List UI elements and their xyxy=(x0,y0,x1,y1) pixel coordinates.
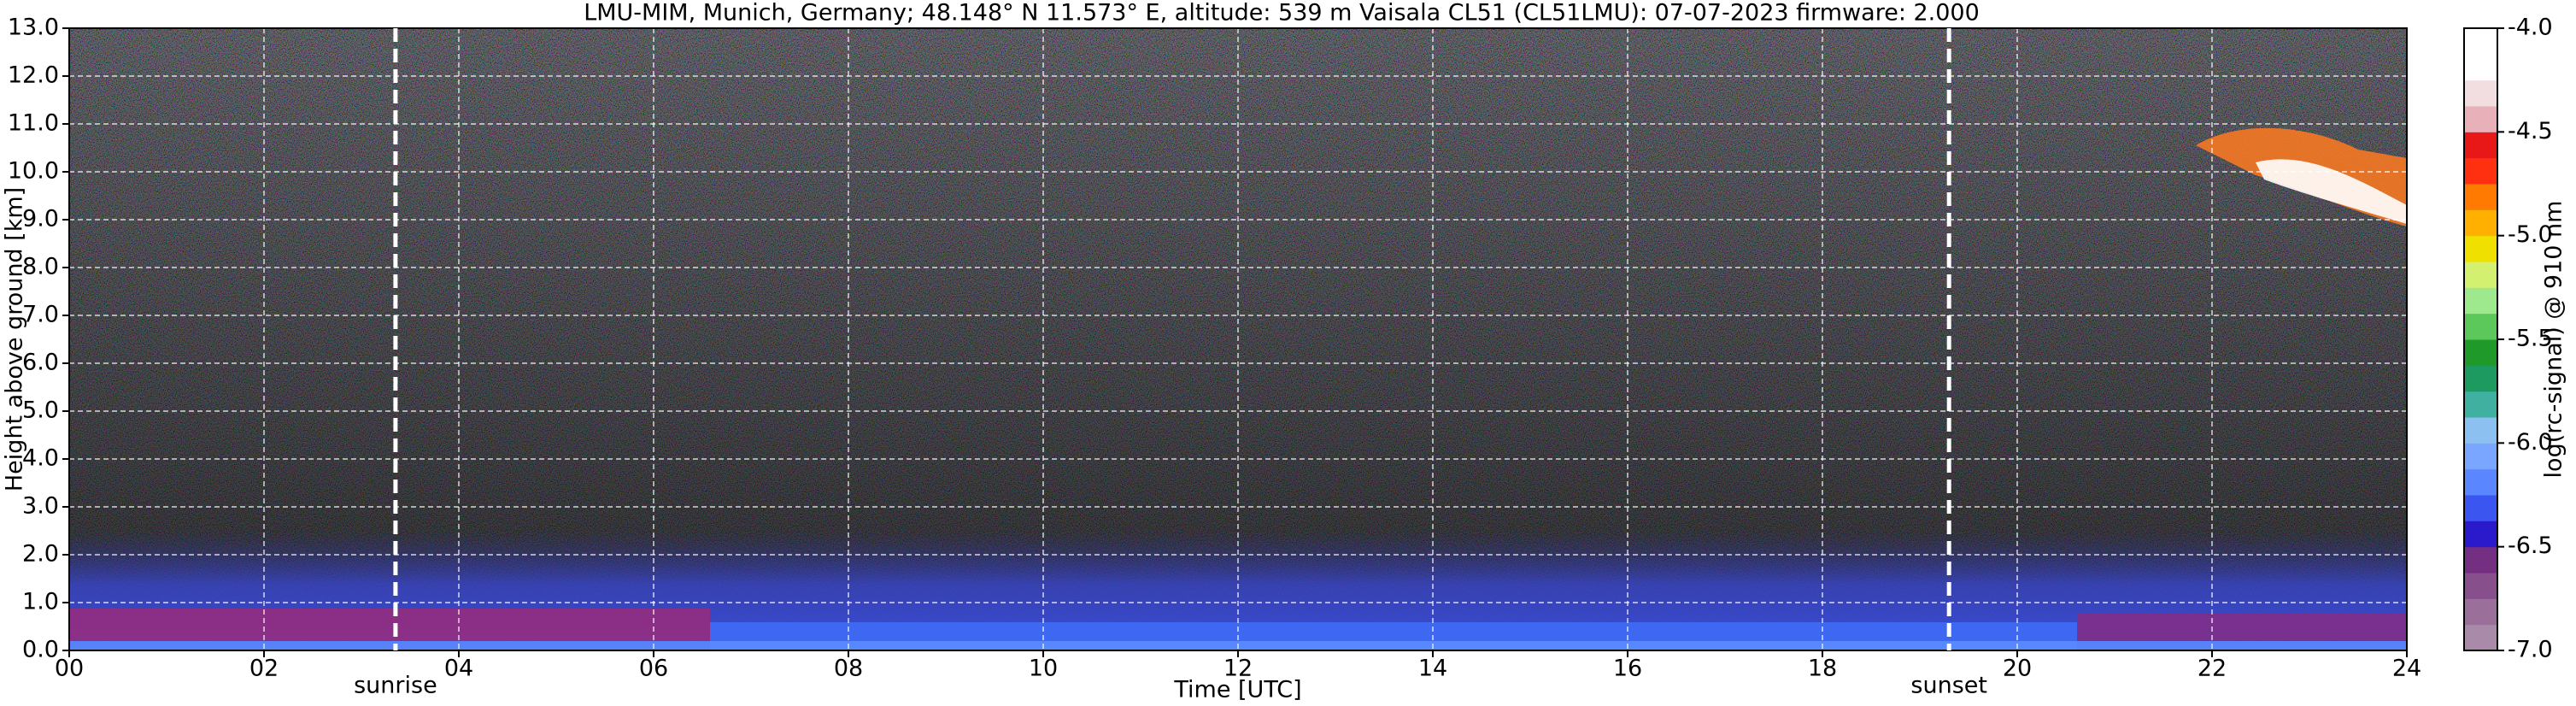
x-tick-label: 14 xyxy=(1418,656,1447,682)
colorbar-tick-label: -4.5 xyxy=(2508,118,2553,144)
y-tick-label: 6.0 xyxy=(22,350,59,376)
y-tick-label: 13.0 xyxy=(8,15,59,41)
y-tick-label: 7.0 xyxy=(22,302,59,328)
colorbar-segment xyxy=(2464,339,2497,366)
colorbar-segment xyxy=(2464,417,2497,444)
x-tick-label: 18 xyxy=(1808,656,1837,682)
x-tick-label: 00 xyxy=(55,656,84,682)
colorbar-tick-label: -5.5 xyxy=(2508,326,2553,352)
annotation-label: sunset xyxy=(1910,673,1987,699)
colorbar-segment xyxy=(2464,443,2497,470)
colorbar-segment xyxy=(2464,313,2497,340)
colorbar-segment xyxy=(2464,262,2497,288)
x-tick-label: 12 xyxy=(1223,656,1253,682)
colorbar-segment xyxy=(2464,209,2497,237)
colorbar-tick-label: -5.0 xyxy=(2508,221,2553,248)
colorbar-segment xyxy=(2464,287,2497,315)
x-axis-label: Time [UTC] xyxy=(1173,677,1301,703)
y-tick-label: 9.0 xyxy=(22,206,59,232)
colorbar-segment xyxy=(2464,157,2497,185)
colorbar-tick-label: -4.0 xyxy=(2508,15,2553,41)
x-tick-label: 10 xyxy=(1029,656,1058,682)
colorbar-segment xyxy=(2464,79,2497,107)
y-tick-label: 5.0 xyxy=(22,397,59,424)
x-tick-label: 06 xyxy=(639,656,668,682)
colorbar-segment xyxy=(2464,521,2497,548)
x-tick-label: 04 xyxy=(444,656,473,682)
colorbar-segment xyxy=(2464,106,2497,132)
plot-frame xyxy=(68,27,2408,651)
x-tick-label: 22 xyxy=(2198,656,2227,682)
x-tick-label: 02 xyxy=(249,656,279,682)
y-tick-label: 8.0 xyxy=(22,254,59,280)
y-tick-label: 3.0 xyxy=(22,493,59,520)
colorbar-segment xyxy=(2464,54,2497,81)
colorbar-segment xyxy=(2464,28,2497,55)
x-tick-label: 08 xyxy=(834,656,863,682)
y-tick-label: 1.0 xyxy=(22,589,59,615)
colorbar-label: log(rc-signal) @ 910 nm xyxy=(2541,201,2567,479)
y-tick-label: 4.0 xyxy=(22,445,59,472)
colorbar-segment xyxy=(2464,624,2497,651)
colorbar-segment xyxy=(2464,468,2497,496)
x-tick-label: 16 xyxy=(1613,656,1642,682)
colorbar-tick-label: -6.5 xyxy=(2508,532,2553,559)
colorbar-segment xyxy=(2464,391,2497,418)
x-tick-label: 20 xyxy=(2003,656,2032,682)
colorbar-segment xyxy=(2464,235,2497,262)
x-tick-label: 24 xyxy=(2392,656,2421,682)
colorbar-segment xyxy=(2464,598,2497,626)
colorbar-segment xyxy=(2464,132,2497,159)
y-tick-label: 0.0 xyxy=(22,637,59,663)
colorbar-segment xyxy=(2464,495,2497,521)
colorbar-segment xyxy=(2464,184,2497,210)
colorbar-segment xyxy=(2464,546,2497,574)
colorbar-tick-label: -6.0 xyxy=(2508,429,2553,456)
annotation-label: sunrise xyxy=(354,673,437,699)
colorbar-segment xyxy=(2464,573,2497,599)
colorbar-segment xyxy=(2464,365,2497,392)
y-tick-label: 2.0 xyxy=(22,541,59,568)
y-axis-label: Height above ground [km] xyxy=(2,187,28,491)
y-tick-label: 12.0 xyxy=(8,62,59,89)
chart-title: LMU-MIM, Munich, Germany; 48.148° N 11.5… xyxy=(584,0,1980,26)
colorbar-tick-label: -7.0 xyxy=(2508,637,2553,663)
y-tick-label: 11.0 xyxy=(8,110,59,137)
y-tick-label: 10.0 xyxy=(8,158,59,185)
